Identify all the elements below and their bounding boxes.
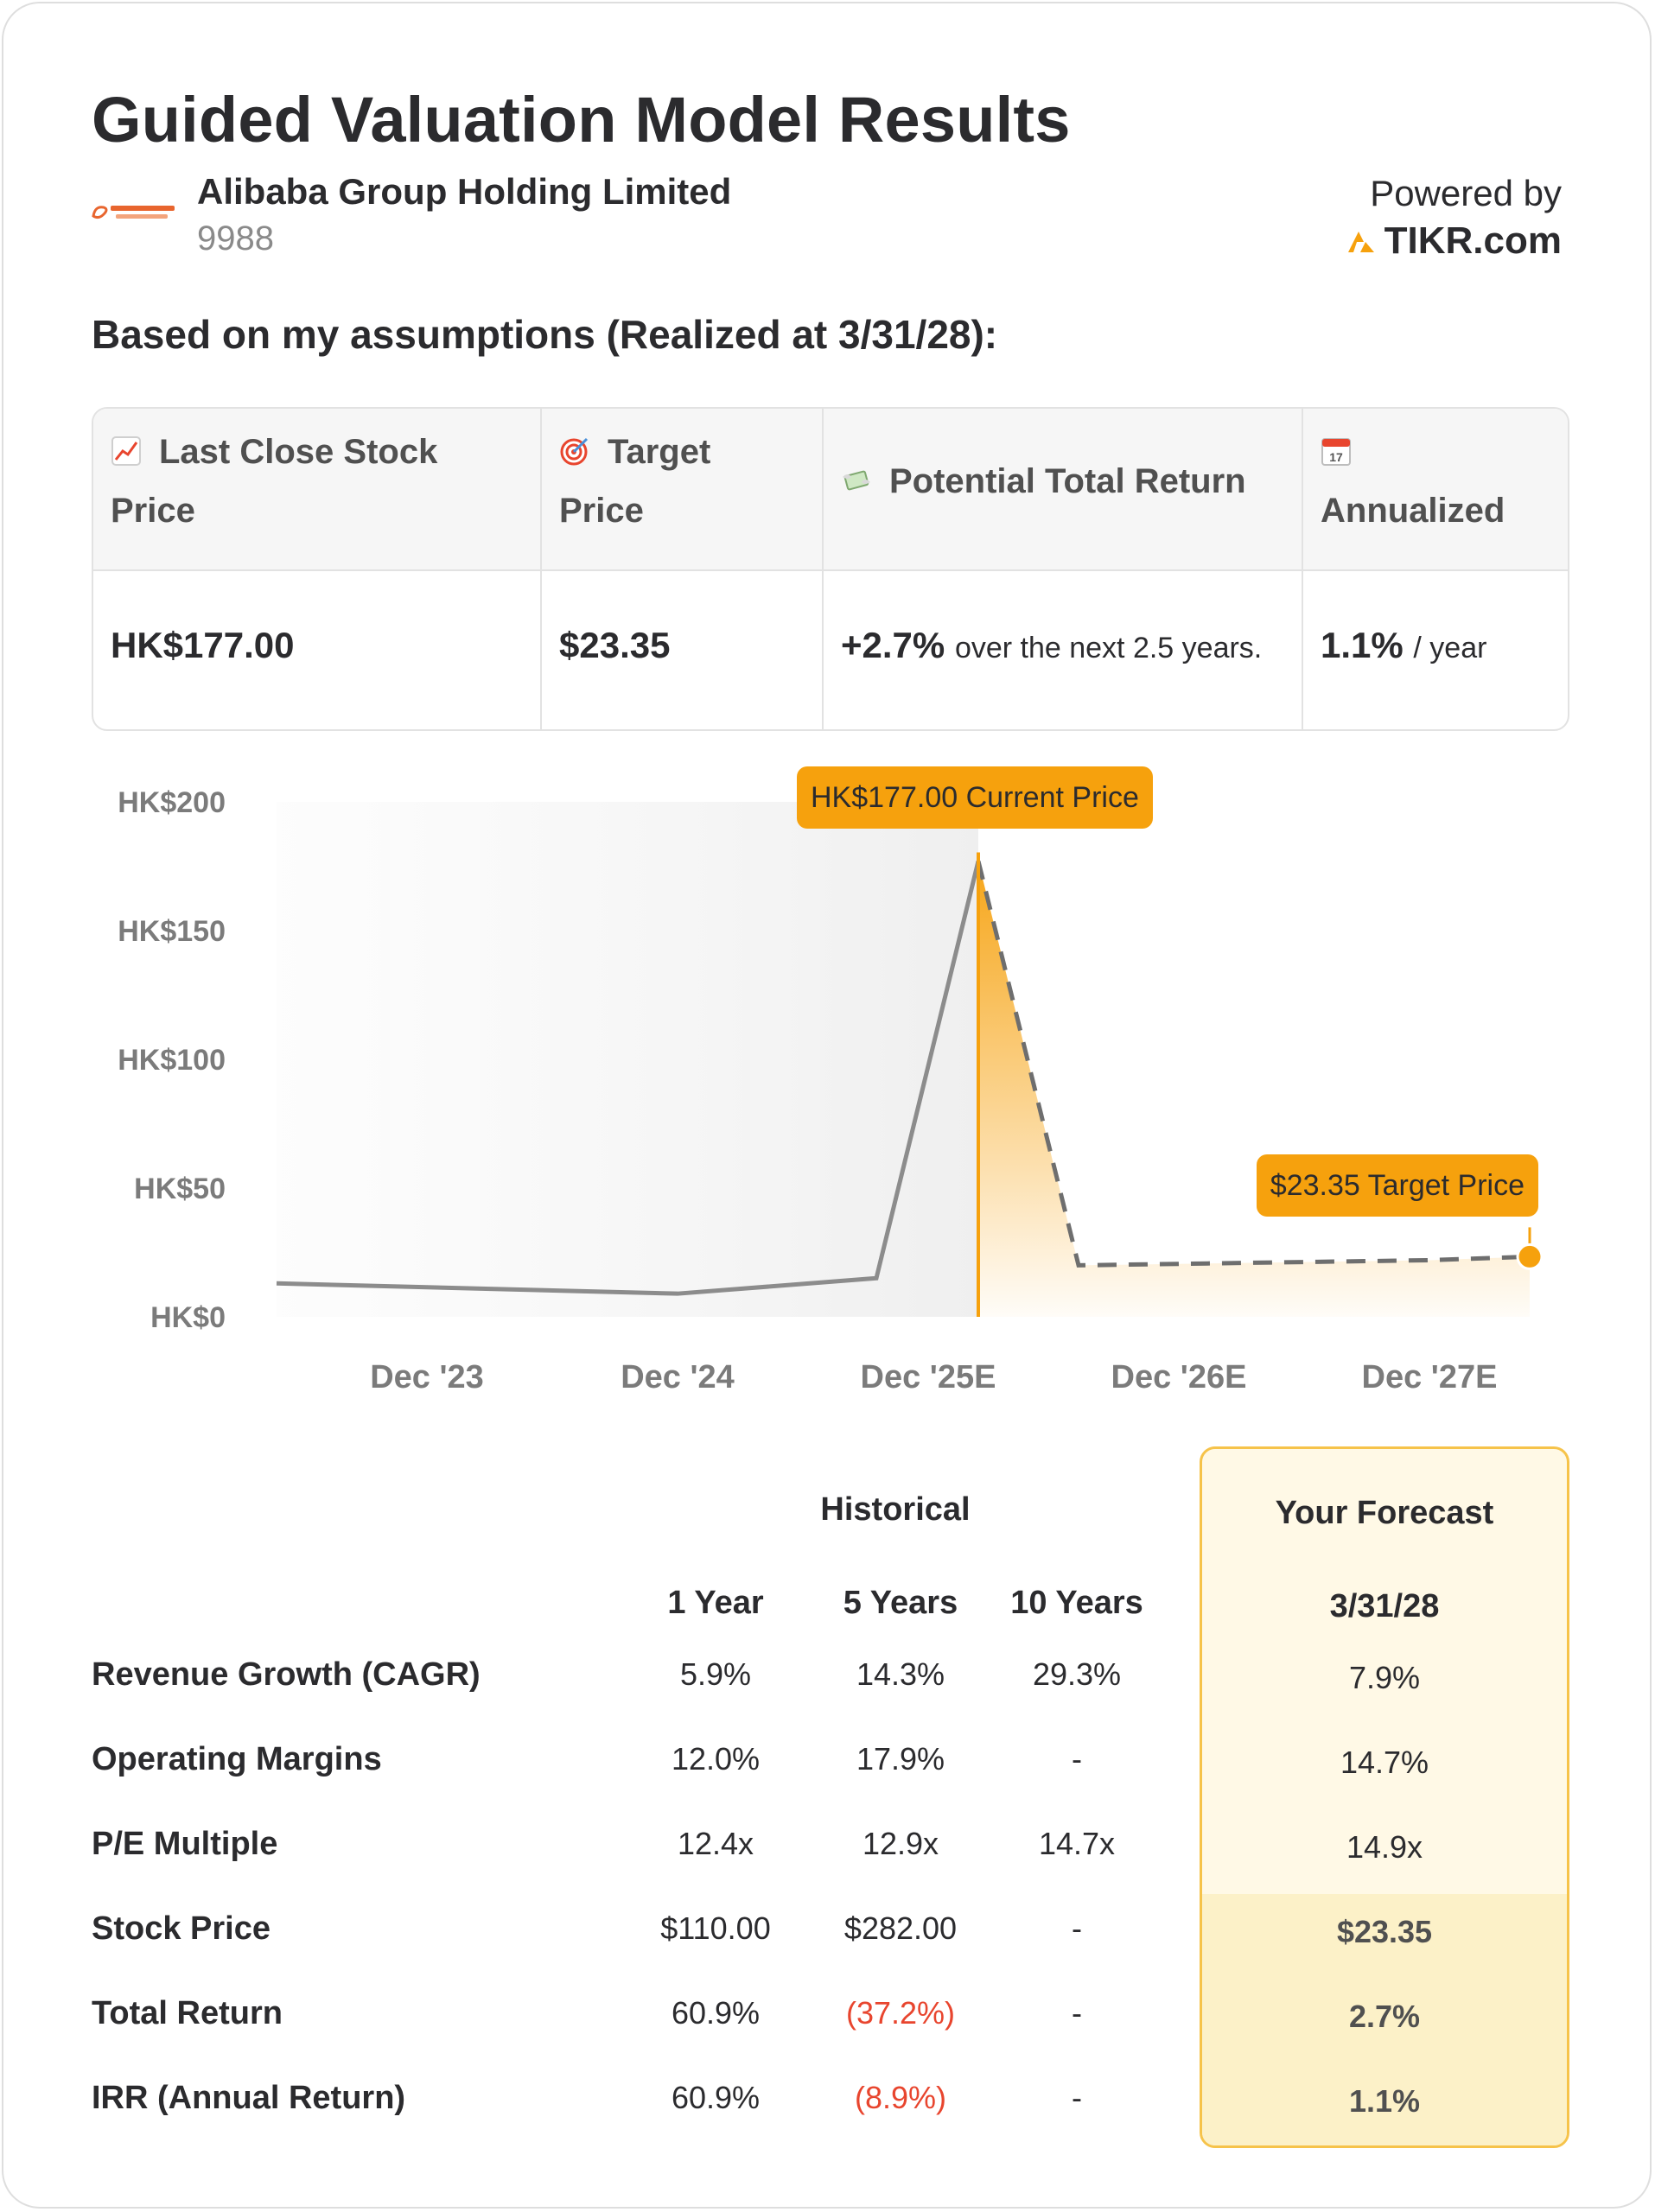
col-header-1-year: 1 Year — [667, 1585, 764, 1621]
table-cell: 5.9% — [679, 1656, 752, 1692]
table-cell: 17.9% — [856, 1741, 945, 1777]
summary-header-row — [93, 409, 1568, 571]
table-cell: - — [1072, 2080, 1082, 2115]
forecast-line — [976, 860, 1531, 1268]
y-tick-label: HK$150 — [118, 915, 226, 948]
summary-header-annualized: 17 Annualized — [1321, 423, 1505, 540]
tikr-brand-label: TIKR.com — [1384, 219, 1562, 262]
summary-table: Last Close Stock Price Target Price Pote… — [92, 407, 1569, 731]
assumptions-heading: Based on my assumptions (Realized at 3/3… — [92, 312, 998, 357]
summary-value-target: $23.35 — [559, 625, 671, 665]
price-chart: HK$200 HK$150 HK$100 HK$50 HK$0 Dec '23 Dec '2… — [3, 764, 1655, 1421]
forecast-cell: $23.35 — [1336, 1914, 1433, 1949]
table-cell: $282.00 — [843, 1910, 958, 1946]
historical-heading: Historical — [820, 1491, 971, 1528]
summary-col-total-return — [824, 409, 1303, 729]
summary-value-total-return: +2.7% over the next 2.5 years. — [841, 625, 1263, 665]
col-header-10-years: 10 Years — [1010, 1585, 1143, 1621]
tikr-logo-icon — [1347, 232, 1374, 252]
forecast-column — [1200, 1446, 1569, 2148]
y-tick-label: HK$50 — [134, 1173, 226, 1205]
x-tick-label: Dec '27E — [1362, 1359, 1498, 1395]
company-name: Alibaba Group Holding Limited — [197, 171, 732, 212]
target-price-label: $23.35 Target Price — [1256, 1154, 1538, 1217]
table-cell: 14.3% — [856, 1656, 945, 1692]
table-cell: 12.9x — [862, 1826, 939, 1861]
historical-area — [277, 802, 978, 1317]
y-tick-label: HK$100 — [118, 1044, 226, 1077]
row-label: Revenue Growth (CAGR) — [92, 1656, 481, 1693]
row-label: Operating Margins — [92, 1741, 382, 1777]
summary-col-last-close — [93, 409, 542, 729]
ticker-symbol: 9988 — [197, 219, 274, 257]
historical-line — [276, 860, 981, 1296]
alibaba-logo — [92, 206, 175, 219]
y-tick-label: HK$0 — [150, 1301, 226, 1334]
table-cell: - — [1072, 1910, 1082, 1946]
money-wings-icon — [843, 470, 870, 491]
forecast-cell: 1.1% — [1348, 2083, 1421, 2119]
forecast-cell: 14.7% — [1340, 1745, 1429, 1780]
col-header-forecast-date: 3/31/28 — [1329, 1588, 1440, 1624]
calendar-icon: 17 — [1321, 438, 1351, 466]
summary-header-total-return: Potential Total Return — [841, 452, 1246, 511]
performance-table: Historical Your Forecast 1 Year 5 Years … — [92, 1446, 1569, 2155]
table-cell: - — [1072, 1995, 1082, 2031]
summary-header-target: Target Price — [559, 433, 711, 530]
col-header-5-years: 5 Years — [843, 1585, 958, 1621]
x-tick-label: Dec '23 — [370, 1359, 484, 1395]
forecast-cell: 2.7% — [1348, 1999, 1421, 2034]
table-cell: 60.9% — [671, 2080, 761, 2115]
x-tick-label: Dec '25E — [861, 1359, 996, 1395]
price-chart-svg: HK$200 HK$150 HK$100 HK$50 HK$0 Dec '23 Dec '2… — [118, 786, 1544, 1395]
tikr-brand[interactable]: TIKR.com — [1346, 219, 1562, 263]
x-tick-label: Dec '26E — [1111, 1359, 1247, 1395]
chart-increasing-icon — [111, 436, 141, 466]
summary-col-target — [542, 409, 824, 729]
table-cell: 14.7x — [1038, 1826, 1116, 1861]
summary-value-annualized: 1.1% / year — [1321, 625, 1487, 665]
table-cell: 12.4x — [677, 1826, 754, 1861]
forecast-heading: Your Forecast — [1275, 1495, 1494, 1531]
table-cell: 29.3% — [1032, 1656, 1122, 1692]
table-cell: (37.2%) — [845, 1995, 956, 2031]
row-label: P/E Multiple — [92, 1826, 278, 1862]
current-price-label: HK$177.00 Current Price — [797, 766, 1153, 829]
x-tick-label: Dec '24 — [621, 1359, 735, 1395]
y-tick-label: HK$200 — [118, 786, 226, 819]
page-title: Guided Valuation Model Results — [92, 84, 1071, 156]
table-cell: 60.9% — [671, 1995, 761, 2031]
forecast-area — [978, 861, 1530, 1317]
target-price-point — [1516, 1243, 1544, 1270]
row-label: Stock Price — [92, 1910, 271, 1947]
table-cell: 12.0% — [671, 1741, 761, 1777]
forecast-highlight — [1202, 1894, 1567, 2145]
table-cell: - — [1072, 1741, 1082, 1777]
summary-value-last-close: HK$177.00 — [111, 625, 295, 665]
calendar-number: 17 — [1329, 450, 1343, 464]
row-label: IRR (Annual Return) — [92, 2080, 406, 2116]
powered-by-label: Powered by — [1370, 173, 1562, 213]
table-cell: (8.9%) — [854, 2080, 947, 2115]
forecast-cell: 14.9x — [1346, 1829, 1423, 1865]
target-icon — [560, 437, 589, 466]
forecast-cell: 7.9% — [1348, 1660, 1421, 1695]
row-label: Total Return — [92, 1995, 283, 2031]
summary-header-last-close: Last Close Stock Price — [111, 433, 438, 530]
table-cell: $110.00 — [660, 1910, 771, 1946]
